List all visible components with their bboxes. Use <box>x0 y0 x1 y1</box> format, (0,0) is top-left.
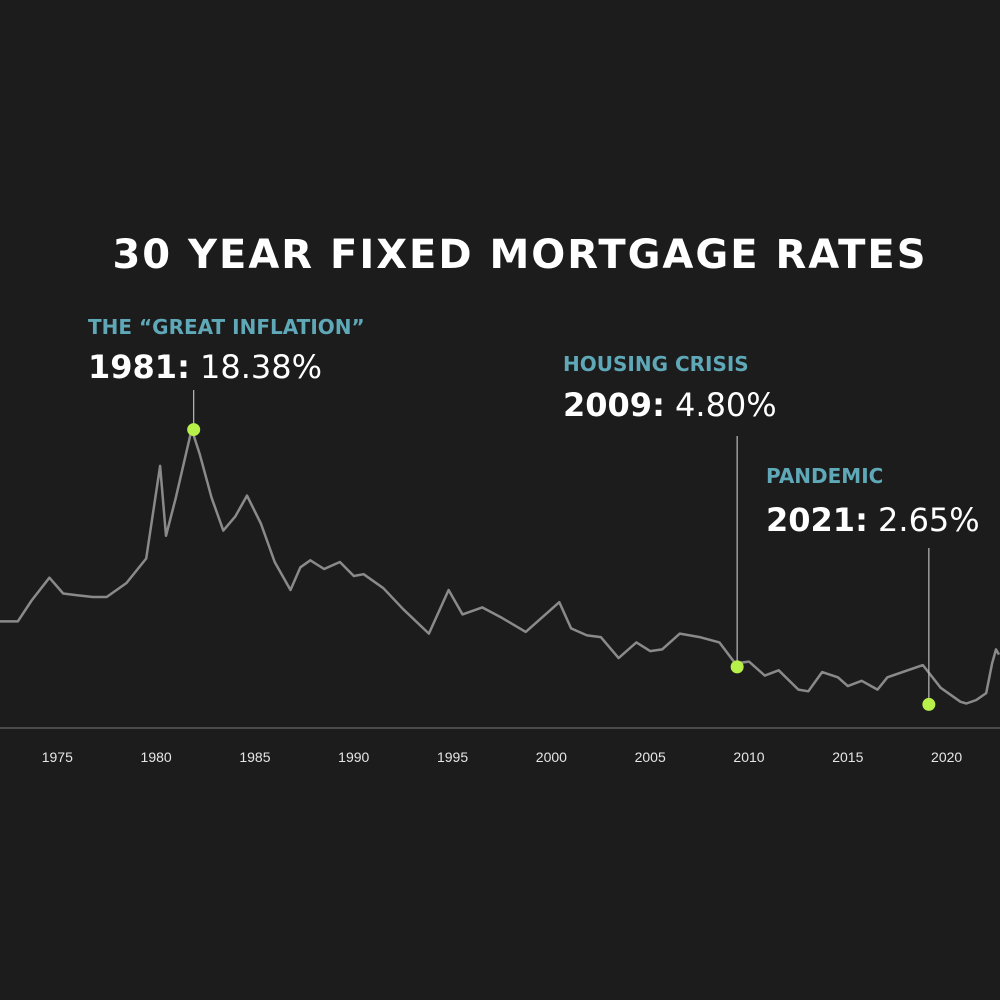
annotation-value: 2009: 4.80% <box>563 386 777 424</box>
annotation-year: 2021: <box>766 501 868 539</box>
x-tick-label: 1975 <box>42 749 73 765</box>
x-tick-label: 1995 <box>437 749 468 765</box>
x-tick-label: 1985 <box>239 749 270 765</box>
annotation-value: 1981: 18.38% <box>88 348 322 386</box>
x-tick-label: 1990 <box>338 749 369 765</box>
annotation-point <box>922 697 936 711</box>
x-tick-label: 2000 <box>536 749 567 765</box>
series-line <box>0 427 1000 705</box>
annotation-year: 1981: <box>88 348 190 386</box>
annotation-point <box>730 660 744 674</box>
x-tick-label: 2020 <box>931 749 962 765</box>
annotation-label: PANDEMIC <box>766 464 883 488</box>
annotation-number: 4.80% <box>675 386 777 424</box>
x-tick-label: 2015 <box>832 749 863 765</box>
x-tick-label: 2010 <box>733 749 764 765</box>
annotation-label: HOUSING CRISIS <box>563 352 749 376</box>
annotation-year: 2009: <box>563 386 665 424</box>
chart-title: 30 YEAR FIXED MORTGAGE RATES <box>112 232 927 278</box>
annotation-number: 18.38% <box>200 348 322 386</box>
x-tick-label: 2005 <box>635 749 666 765</box>
annotation-label: THE “GREAT INFLATION” <box>88 315 365 339</box>
x-tick-label: 1980 <box>141 749 172 765</box>
annotation-number: 2.65% <box>878 501 980 539</box>
annotation-point <box>187 423 201 437</box>
annotation-value: 2021: 2.65% <box>766 501 980 539</box>
